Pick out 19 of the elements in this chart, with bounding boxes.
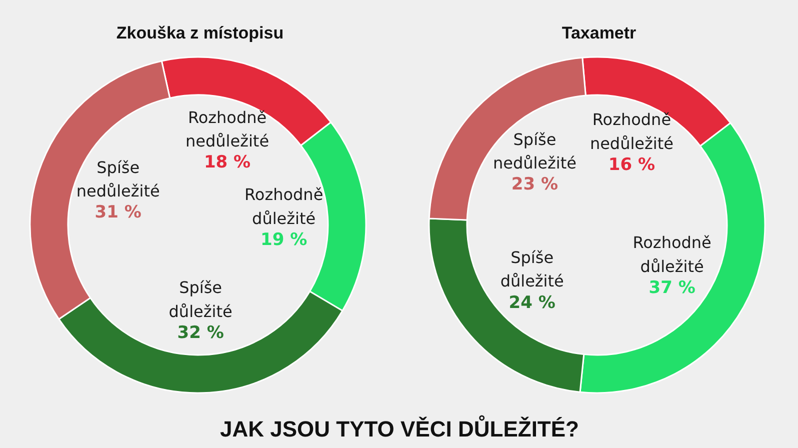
data-label: 24 %	[508, 292, 556, 313]
data-label: 19 %	[260, 230, 308, 250]
chart-title: Zkouška z místopisu	[116, 24, 284, 42]
data-label: 16 %	[608, 154, 656, 175]
slice-label: Rozhodně důležité	[632, 233, 712, 276]
chart-title: Taxametr	[562, 24, 637, 42]
slice-label: Spíše důležité	[168, 278, 232, 321]
data-label: 18 %	[204, 152, 251, 173]
slice-label: Spíše důležité	[500, 248, 564, 291]
data-label: 31 %	[94, 202, 142, 223]
slice-label: Spíše nedůležité	[76, 158, 160, 201]
text: JAK JSOU TYTO VĚCI DŮLEŽITÉ?	[220, 414, 579, 442]
data-label: 32 %	[177, 322, 224, 343]
slice-label: Rozhodně důležité	[244, 185, 324, 228]
data-label: 37 %	[648, 278, 696, 298]
slice-label: Spíše nedůležité	[492, 130, 576, 173]
slice-label: Rozhodně nedůležité	[590, 110, 674, 153]
data-label: 23 %	[511, 174, 558, 195]
slice-label: Rozhodně nedůležité	[186, 108, 270, 151]
